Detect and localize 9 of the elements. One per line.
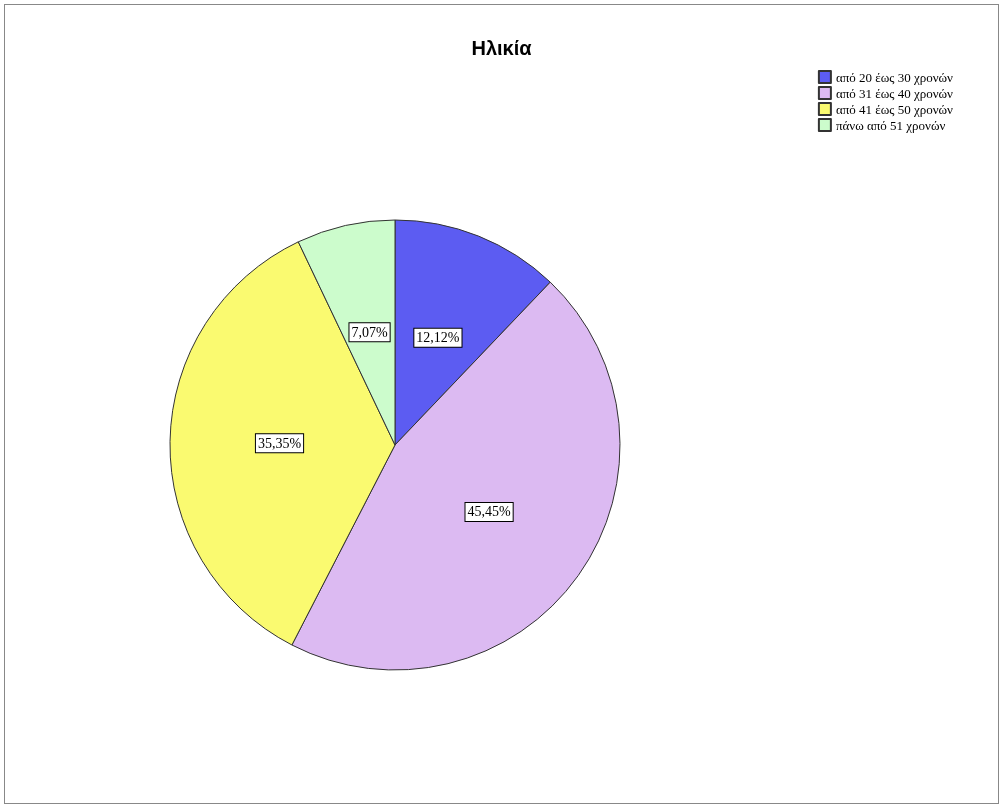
data-label: 45,45%: [467, 504, 511, 520]
chart-title: Ηλικία: [471, 37, 533, 59]
legend-label: πάνω από 51 χρονών: [835, 117, 946, 133]
data-label: 7,07%: [351, 324, 388, 340]
data-label: 35,35%: [257, 435, 302, 451]
legend-label: από 20 έως 30 χρονών: [835, 69, 954, 85]
legend-label: από 31 έως 40 χρονών: [835, 85, 954, 101]
legend-label: από 41 έως 50 χρονών: [835, 101, 954, 117]
data-label: 12,12%: [416, 330, 460, 346]
